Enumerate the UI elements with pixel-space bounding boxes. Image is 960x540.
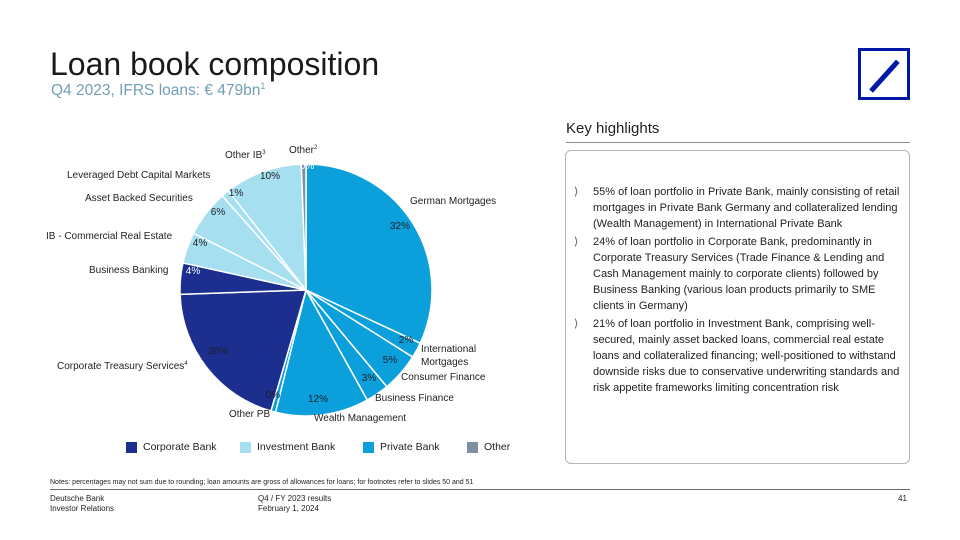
key-highlights-list: ⟩ 55% of loan portfolio in Private Bank, … bbox=[574, 184, 909, 398]
key-highlights-title: Key highlights bbox=[566, 120, 660, 137]
key-highlights-rule bbox=[566, 142, 910, 143]
legend-swatch-other bbox=[467, 441, 478, 453]
legend-label: Other bbox=[484, 441, 511, 453]
page-subtitle: Q4 2023, IFRS loans: € 479bn1 bbox=[51, 81, 265, 100]
page-title: Loan book composition bbox=[50, 46, 380, 82]
slice-value-label: 12% bbox=[308, 394, 328, 405]
highlight-text: 55% of loan portfolio in Private Bank, m… bbox=[593, 186, 900, 230]
legend-item-investment-bank: Investment Bank bbox=[240, 441, 335, 453]
slice-value-label: 6% bbox=[211, 207, 226, 218]
subtitle-footnote: 1 bbox=[260, 81, 266, 91]
slice-category-label: German Mortgages bbox=[410, 196, 496, 207]
slice-category-label: IB - Commercial Real Estate bbox=[46, 231, 173, 242]
highlight-bullet: ⟩ 21% of loan portfolio in Investment Ban… bbox=[574, 316, 909, 396]
deutsche-bank-logo bbox=[858, 48, 910, 100]
slice-category-label: International Mortgages bbox=[421, 344, 476, 368]
legend-item-corporate-bank: Corporate Bank bbox=[126, 441, 217, 453]
slice-category-label: Other PB bbox=[229, 409, 270, 420]
legend-swatch-investment-bank bbox=[240, 441, 251, 453]
slice-category-label: Corporate Treasury Services4 bbox=[57, 361, 188, 372]
slice-category-label: Leveraged Debt Capital Markets bbox=[67, 170, 210, 181]
slice-category-label: Other IB3 bbox=[225, 150, 266, 161]
slice-category-label: Business Banking bbox=[89, 265, 169, 276]
chevron-right-icon: ⟩ bbox=[574, 186, 579, 198]
legend-swatch-private-bank bbox=[363, 441, 374, 453]
slice-value-label: 20% bbox=[208, 346, 228, 357]
slice-category-label: Consumer Finance bbox=[401, 372, 486, 383]
slice-value-label: 2% bbox=[399, 335, 414, 346]
footer-rule bbox=[50, 489, 910, 490]
footer-report: Q4 / FY 2023 results bbox=[258, 494, 332, 503]
pie-slice-corporate-treasury-services bbox=[179, 289, 308, 412]
legend-label: Investment Bank bbox=[257, 441, 336, 453]
slice-value-label: 10% bbox=[260, 171, 280, 182]
legend-item-private-bank: Private Bank bbox=[363, 441, 440, 453]
slice-value-label: 3% bbox=[362, 373, 377, 384]
highlight-bullet: ⟩ 55% of loan portfolio in Private Bank, … bbox=[574, 184, 909, 232]
footer-company: Deutsche Bank bbox=[50, 494, 105, 503]
slice-value-label: 1% bbox=[229, 188, 244, 199]
slice-category-label: Asset Backed Securities bbox=[85, 193, 193, 204]
legend-swatch-corporate-bank bbox=[126, 441, 137, 453]
slice-value-label: 0% bbox=[266, 390, 281, 401]
chevron-right-icon: ⟩ bbox=[574, 236, 579, 248]
legend-item-other: Other bbox=[467, 441, 510, 453]
slice-category-label: Wealth Management bbox=[314, 413, 406, 424]
subtitle-text: Q4 2023, IFRS loans: € 479bn bbox=[51, 82, 261, 100]
slice-category-label: Business Finance bbox=[375, 393, 454, 404]
pie-slice-german-mortgages bbox=[305, 163, 433, 345]
chevron-right-icon: ⟩ bbox=[574, 318, 579, 330]
pie-chart: 32% 2%5% 3% 12% 0% 20% 4% 4% 6%1% 10% 0% German Mor… bbox=[46, 145, 496, 424]
slice-value-label: 32% bbox=[390, 221, 410, 232]
highlight-text: 24% of loan portfolio in Corporate Bank,… bbox=[593, 236, 885, 312]
footer-page-number: 41 bbox=[898, 494, 907, 503]
slice-category-label: Other2 bbox=[289, 145, 318, 156]
legend-label: Corporate Bank bbox=[143, 441, 217, 453]
slice-value-label: 4% bbox=[186, 266, 201, 277]
slice-value-label: 4% bbox=[193, 238, 208, 249]
highlight-bullet: ⟩ 24% of loan portfolio in Corporate Bank… bbox=[574, 234, 909, 314]
pie-slice-other bbox=[300, 163, 307, 291]
slice-value-label: 5% bbox=[383, 355, 398, 366]
pie-slice-other-ib bbox=[227, 163, 307, 293]
key-highlights-box bbox=[565, 150, 910, 464]
highlight-text: 21% of loan portfolio in Investment Bank… bbox=[593, 318, 900, 394]
legend-label: Private Bank bbox=[380, 441, 440, 453]
footnote-notes: Notes: percentages may not sum due to ro… bbox=[50, 479, 474, 486]
logo-slash bbox=[869, 59, 900, 93]
slice-value-label: 0% bbox=[300, 161, 315, 172]
footer-department: Investor Relations bbox=[50, 504, 115, 513]
footer-date: February 1, 2024 bbox=[258, 504, 319, 513]
